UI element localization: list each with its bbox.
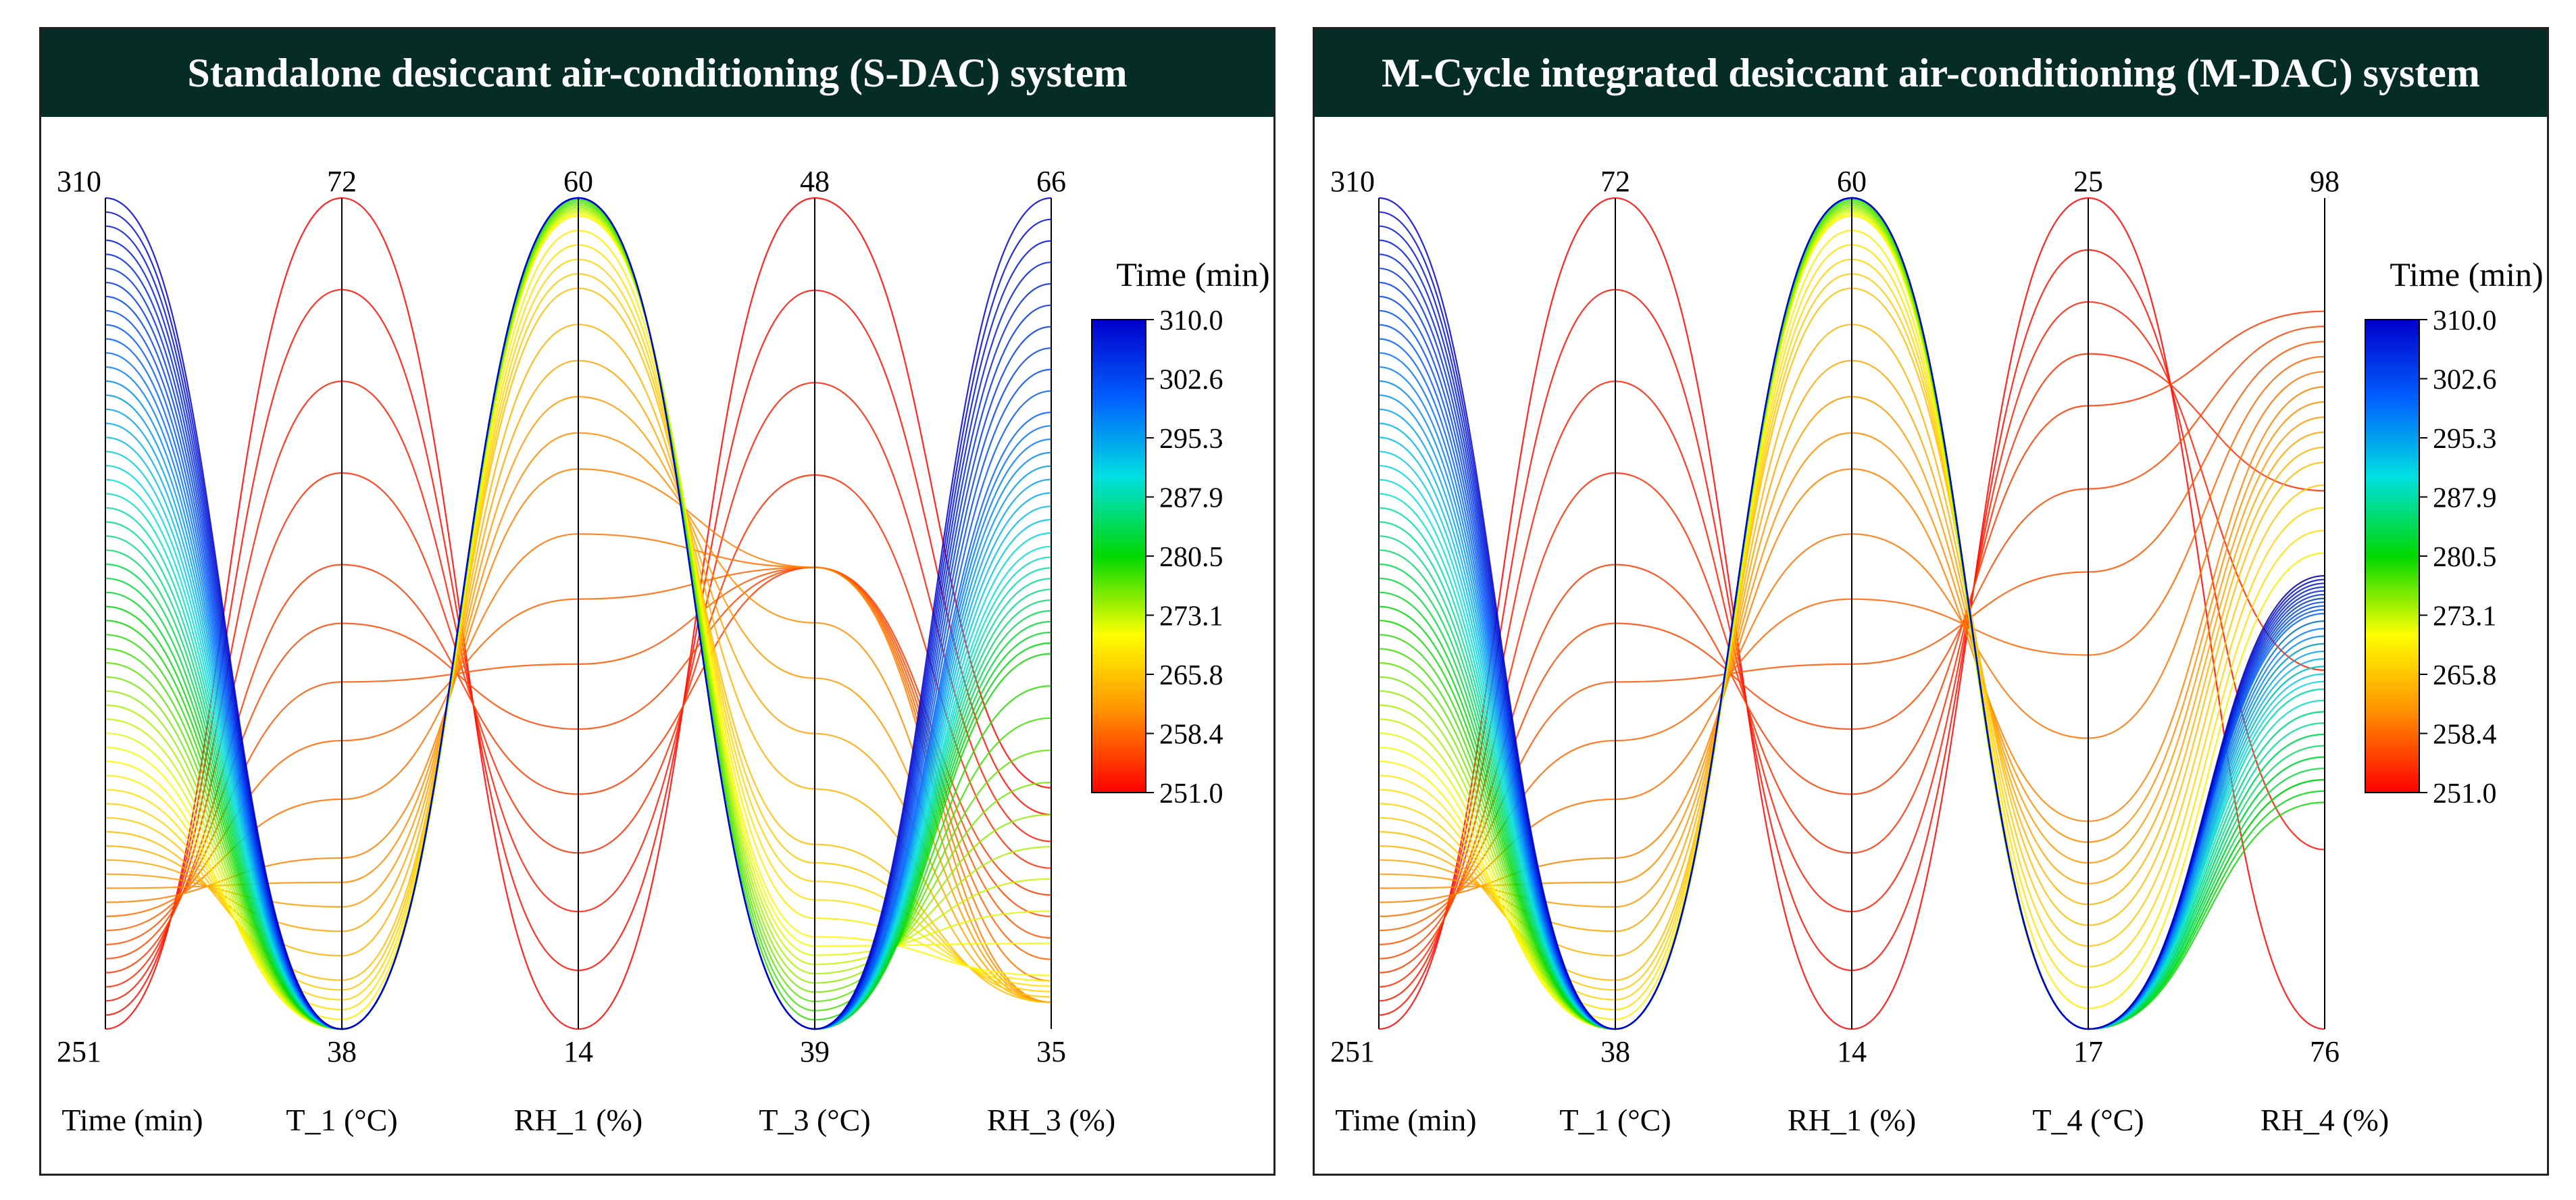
axis-min-label: 251 — [57, 1035, 101, 1068]
sdac-title: Standalone desiccant air-conditioning (S… — [41, 29, 1273, 117]
colorbar: Time (min) 310.0 302.6 295.3 287.9 280.5 273.1… — [1091, 255, 1270, 809]
colorbar: Time (min) 310.0 302.6 295.3 287.9 280.5 273.1… — [2365, 255, 2544, 809]
colorbar-tick-label: 310.0 — [1159, 305, 1223, 336]
colorbar-gradient — [2365, 319, 2420, 793]
axis-max-label: 98 — [2310, 165, 2340, 198]
colorbar-tick-label: 258.4 — [2433, 720, 2497, 751]
axis-title: T_1 (°C) — [286, 1103, 397, 1137]
axis-title: T_4 (°C) — [2032, 1103, 2144, 1137]
colorbar-tick-label: 280.5 — [2433, 542, 2497, 573]
axis-title: T_1 (°C) — [1559, 1103, 1671, 1137]
series-line — [105, 206, 1052, 1030]
colorbar-title: Time (min) — [1116, 255, 1269, 293]
series-line — [1378, 386, 2325, 903]
series-line — [1378, 287, 2325, 981]
colorbar-tick-label: 302.6 — [2433, 365, 2497, 396]
series-line — [105, 380, 1052, 1002]
series-line — [105, 395, 1052, 1003]
colorbar-tick-label: 295.3 — [2433, 424, 2497, 455]
axis-min-label: 38 — [327, 1035, 357, 1068]
axis-min-label: 14 — [1837, 1035, 1867, 1068]
colorbar-tick-label: 280.5 — [1159, 542, 1223, 573]
axis-max-label: 60 — [563, 165, 593, 198]
axis-min-label: 38 — [1600, 1035, 1630, 1068]
axis-title: Time (min) — [1335, 1103, 1476, 1137]
axes: 310 251 Time (min) 72 38 T_1 (°C) 60 14 RH_1 (%)… — [57, 165, 1115, 1137]
series-line — [1378, 301, 2325, 1002]
axis-max-label: 310 — [57, 165, 101, 198]
series-line — [1378, 324, 2325, 957]
axis-max-label: 60 — [1837, 165, 1867, 198]
axis-title: RH_1 (%) — [514, 1103, 642, 1137]
axis-max-label: 25 — [2073, 165, 2103, 198]
series-line — [1378, 359, 2325, 932]
colorbar-tick-label: 265.8 — [1159, 660, 1223, 691]
axis-min-label: 14 — [563, 1035, 593, 1068]
colorbar-tick-label: 273.1 — [2433, 601, 2497, 632]
series-line — [105, 289, 1052, 1016]
colorbar-tick-label: 273.1 — [1159, 601, 1223, 632]
colorbar-tick-label: 251.0 — [2433, 778, 2497, 809]
axis-min-label: 39 — [800, 1035, 830, 1068]
series-line — [105, 207, 1052, 1030]
series-line — [105, 197, 1052, 1030]
axis-max-label: 72 — [1600, 165, 1630, 198]
axis-min-label: 76 — [2310, 1035, 2340, 1068]
colorbar-tick-label: 302.6 — [1159, 365, 1223, 396]
series-line — [1378, 258, 2325, 1001]
sdac-chart: 310 251 Time (min) 72 38 T_1 (°C) 60 14 RH_1 (%)… — [57, 165, 1270, 1137]
axis-min-label: 35 — [1036, 1035, 1066, 1068]
series-line — [1378, 353, 2325, 988]
axis-title: T_3 (°C) — [759, 1103, 870, 1137]
series-line — [105, 204, 1052, 1030]
colorbar-tick-label: 287.9 — [1159, 483, 1223, 514]
axis-title: Time (min) — [61, 1103, 203, 1137]
axis-title: RH_1 (%) — [1788, 1103, 1916, 1137]
series-line — [1378, 273, 2325, 991]
axis-max-label: 72 — [327, 165, 357, 198]
colorbar-gradient — [1091, 319, 1146, 793]
colorbar-tick-label: 310.0 — [2433, 305, 2497, 336]
axis-min-label: 251 — [1330, 1035, 1375, 1068]
colorbar-tick-label: 251.0 — [1159, 778, 1223, 809]
series-line — [1378, 310, 2325, 974]
colorbar-tick-label: 265.8 — [2433, 660, 2497, 691]
mdac-title: M-Cycle integrated desiccant air-conditi… — [1315, 29, 2547, 117]
colorbar-tick-label: 287.9 — [2433, 483, 2497, 514]
axis-max-label: 310 — [1330, 165, 1375, 198]
colorbar-title: Time (min) — [2390, 255, 2543, 293]
axis-max-label: 66 — [1036, 165, 1066, 198]
axes: 310 251 Time (min) 72 38 T_1 (°C) 60 14 RH_1 (%)… — [1330, 165, 2389, 1137]
colorbar-tick-label: 258.4 — [1159, 720, 1223, 751]
series-line — [1378, 371, 2325, 918]
series-line — [1378, 197, 2325, 1030]
axis-title: RH_3 (%) — [987, 1103, 1115, 1137]
sdac-panel: Standalone desiccant air-conditioning (S… — [39, 27, 1276, 1176]
axis-title: RH_4 (%) — [2261, 1103, 2389, 1137]
axis-min-label: 17 — [2073, 1035, 2103, 1068]
series-line — [105, 213, 1052, 1030]
axis-max-label: 48 — [800, 165, 830, 198]
data-lines — [105, 197, 1052, 1030]
mdac-chart: 310 251 Time (min) 72 38 T_1 (°C) 60 14 RH_1 (%)… — [1330, 165, 2544, 1137]
series-line — [105, 472, 1052, 988]
mdac-panel: M-Cycle integrated desiccant air-conditi… — [1313, 27, 2549, 1176]
colorbar-tick-label: 295.3 — [1159, 424, 1223, 455]
